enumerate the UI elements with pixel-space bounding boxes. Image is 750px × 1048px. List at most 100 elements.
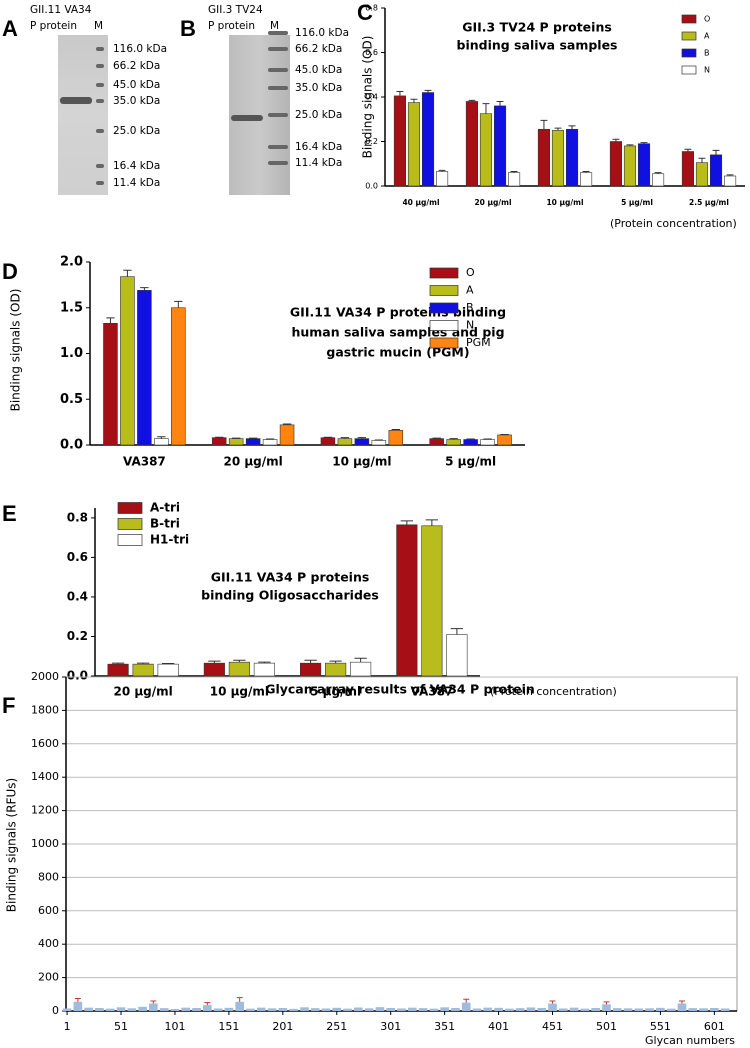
bar — [695, 162, 709, 187]
x-tick-label: 351 — [434, 1020, 455, 1033]
marker-label: 11.4 kDa — [295, 157, 342, 169]
error-bar — [726, 174, 734, 176]
legend-label: H1-tri — [150, 533, 189, 547]
bar — [591, 1007, 600, 1011]
bar — [440, 1007, 449, 1011]
bar — [436, 171, 449, 187]
bar — [228, 438, 244, 446]
bar — [105, 1008, 115, 1011]
x-tick-label: 5 μg/ml — [445, 455, 496, 469]
x-tick-label: 301 — [380, 1020, 401, 1033]
y-tick-label: 0.2 — [67, 629, 88, 643]
x-tick-label: 5 μg/ml — [621, 198, 653, 207]
error-bar — [698, 157, 706, 163]
lane-label: M — [94, 20, 103, 32]
gel-title: P protein — [208, 20, 255, 32]
legend-swatch — [117, 502, 143, 514]
error-bar — [603, 1001, 610, 1005]
error-bar — [354, 657, 367, 663]
error-bar — [106, 317, 115, 324]
error-bar — [136, 662, 150, 665]
bar — [103, 323, 118, 446]
legend-label: N — [466, 319, 474, 332]
x-tick-label: 201 — [272, 1020, 293, 1033]
x-tick-label: 10 μg/ml — [332, 455, 391, 469]
ladder-band — [96, 164, 104, 168]
y-tick-label: 600 — [38, 904, 59, 917]
bar — [446, 634, 468, 677]
error-bar — [425, 519, 439, 526]
bar — [551, 130, 565, 187]
x-tick-label: 601 — [704, 1020, 725, 1033]
x-tick-label: 2.5 μg/ml — [689, 198, 729, 207]
bar — [386, 1007, 396, 1011]
marker-label: 66.2 kDa — [113, 60, 160, 72]
bar — [246, 1008, 255, 1011]
error-bar — [582, 171, 590, 173]
bar — [354, 438, 370, 446]
legend-swatch — [117, 518, 143, 530]
error-bar — [612, 138, 620, 142]
chart-title: binding saliva samples — [457, 38, 618, 53]
y-tick-label: 0.4 — [67, 589, 88, 603]
bar — [677, 1003, 687, 1011]
legend-swatch — [429, 267, 459, 279]
bar — [483, 1007, 493, 1011]
chart-title: Glycan array results of VA34 P protein — [265, 682, 535, 697]
error-bar — [463, 998, 470, 1003]
bar — [493, 105, 507, 187]
bar — [203, 1005, 212, 1011]
bar — [681, 151, 694, 187]
bar — [429, 438, 444, 446]
ladder-band — [96, 47, 104, 51]
marker-label: 16.4 kDa — [113, 160, 160, 172]
bar — [350, 661, 372, 677]
error-bar — [258, 661, 271, 664]
bar — [62, 1008, 72, 1011]
y-tick-label: 0.6 — [365, 48, 378, 57]
ladder-band — [268, 161, 288, 165]
bar — [580, 172, 593, 187]
error-bar — [282, 423, 292, 425]
y-tick-label: 1800 — [31, 703, 59, 716]
y-tick-label: 0.0 — [67, 669, 88, 683]
x-tick-label: 501 — [596, 1020, 617, 1033]
chart-title: GII.11 VA34 P proteins binding — [290, 305, 506, 320]
x-tick-label: 5 μg/ml — [310, 685, 361, 699]
y-tick-label: 1000 — [31, 837, 59, 850]
marker-label: 116.0 kDa — [295, 27, 349, 39]
error-bar — [400, 520, 414, 525]
bar — [325, 662, 347, 677]
error-bar — [74, 997, 81, 1002]
bar — [652, 173, 665, 187]
ladder-band — [268, 31, 288, 35]
bar — [656, 1007, 665, 1011]
bar — [505, 1008, 514, 1011]
error-bar — [357, 437, 367, 439]
bar — [192, 1007, 201, 1011]
bar — [332, 1007, 342, 1011]
bar — [170, 1008, 180, 1011]
bar — [463, 439, 478, 446]
y-tick-label: 0.4 — [365, 93, 378, 102]
marker-label: 45.0 kDa — [295, 64, 342, 76]
error-bar — [208, 660, 221, 664]
legend-label: O — [704, 15, 710, 24]
error-bar — [204, 1002, 211, 1006]
bar — [213, 1008, 223, 1011]
bar — [407, 1007, 417, 1011]
error-bar — [396, 90, 404, 96]
panel-letter: E — [2, 501, 17, 526]
y-tick-label: 0 — [52, 1004, 59, 1017]
legend-label: A-tri — [150, 501, 180, 515]
ladder-band — [96, 83, 104, 87]
x-tick-label: 51 — [114, 1020, 128, 1033]
bar — [688, 1008, 698, 1011]
x-tick-label: 1 — [64, 1020, 71, 1033]
error-bar — [496, 100, 504, 106]
marker-label: 25.0 kDa — [113, 125, 160, 137]
gel-band — [231, 115, 263, 121]
x-tick-label: 20 μg/ml — [223, 455, 282, 469]
bar — [256, 1007, 266, 1011]
y-tick-label: 0.8 — [365, 4, 378, 13]
